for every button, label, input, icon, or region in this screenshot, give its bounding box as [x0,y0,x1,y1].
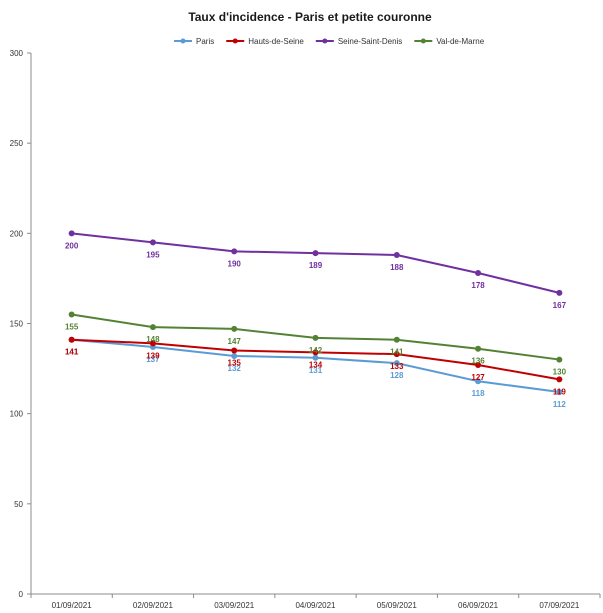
data-point [312,250,319,257]
data-label: 141 [390,348,404,357]
legend-marker [322,38,328,44]
data-point [312,354,319,361]
data-label: 131 [309,366,323,375]
data-point [231,347,238,354]
data-label: 141 [65,348,79,357]
series-seine-saint-denis [68,230,563,296]
legend-item-seine-saint-denis: Seine-Saint-Denis [315,37,402,46]
data-label: 200 [65,241,79,250]
legend-item-val-de-marne: Val-de-Marne [414,37,485,46]
data-label: 189 [309,261,323,270]
data-point [475,378,482,385]
data-label: 141 [65,348,79,357]
data-point [556,356,563,363]
x-tick-label: 04/09/2021 [295,601,336,610]
data-point [393,360,400,367]
data-point [475,361,482,368]
data-point [68,311,75,318]
data-label: 136 [471,357,485,366]
x-tick-label: 06/09/2021 [458,601,499,610]
data-point [556,289,563,296]
data-label: 112 [553,400,566,409]
data-point [312,349,319,356]
legend-item-paris: Paris [174,37,214,46]
data-label: 137 [146,355,160,364]
legend: Paris Hauts-de-Seine Seine-Saint-Denis Val-… [174,37,485,46]
data-label: 148 [146,335,160,344]
data-labels: 141 137 132 131 128 118 112 141 139 135 134 133 127 1… [65,241,567,409]
data-label: 155 [65,322,79,331]
x-tick-label: 03/09/2021 [214,601,255,610]
legend-label: Val-de-Marne [436,37,484,46]
data-label: 133 [390,362,404,371]
y-tick-label: 0 [19,590,24,599]
data-point [231,248,238,255]
data-point [393,336,400,343]
data-label: 142 [309,346,323,355]
data-point [312,334,319,341]
legend-marker [180,38,186,44]
data-point [556,376,563,383]
series-val-de-marne [68,311,563,363]
chart-title: Taux d'incidence - Paris et petite couro… [188,10,432,24]
data-label: 130 [553,368,567,377]
data-point [475,270,482,277]
data-label: 127 [471,373,485,382]
data-point [231,352,238,359]
x-tick-label: 05/09/2021 [377,601,418,610]
legend-item-hauts-de-seine: Hauts-de-Seine [226,37,304,46]
legend-marker [232,38,238,44]
y-tick-label: 150 [10,320,24,329]
y-tick-label: 200 [10,229,24,238]
data-label: 132 [228,364,242,373]
y-tick-label: 100 [10,410,24,419]
data-label: 190 [228,259,242,268]
data-label: 178 [471,281,485,290]
data-label: 195 [146,250,160,259]
data-label: 188 [390,263,404,272]
y-tick-label: 50 [14,500,23,509]
y-tick-label: 250 [10,139,24,148]
data-point [68,230,75,237]
data-label: 139 [146,351,160,360]
data-point [556,389,563,396]
data-label: 134 [309,360,323,369]
data-label: 135 [228,359,242,368]
x-tick-label: 07/09/2021 [539,601,580,610]
legend-label: Hauts-de-Seine [248,37,304,46]
series-hauts-de-seine [68,336,563,383]
data-point [149,340,156,347]
data-point [393,251,400,258]
data-point [68,336,75,343]
data-label: 128 [390,371,404,380]
data-point [475,345,482,352]
data-point [393,351,400,358]
data-point [149,324,156,331]
data-label: 119 [553,387,566,396]
legend-marker [420,38,426,44]
legend-label: Seine-Saint-Denis [338,37,402,46]
data-label: 167 [553,301,567,310]
series-layer [68,230,563,396]
x-tick-label: 01/09/2021 [52,601,93,610]
x-tick-label: 02/09/2021 [133,601,174,610]
legend-label: Paris [196,37,214,46]
data-label: 147 [228,337,242,346]
y-tick-label: 300 [10,49,24,58]
axes: 0 50 100 150 200 250 300 01/09/2021 02/09/2021 03… [10,49,601,610]
data-label: 118 [472,389,485,398]
data-point [231,325,238,332]
data-point [149,239,156,246]
